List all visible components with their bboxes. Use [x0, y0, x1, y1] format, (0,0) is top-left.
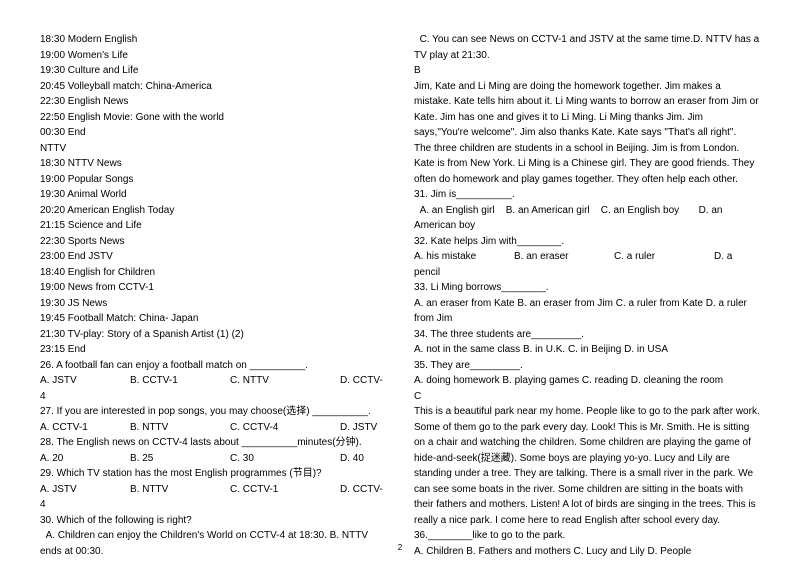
page-number: 2	[398, 543, 402, 552]
schedule-line: 18:30 Modern English	[40, 32, 386, 48]
schedule-line: 19:45 Football Match: China- Japan	[40, 311, 386, 327]
schedule-line: 22:50 English Movie: Gone with the world	[40, 110, 386, 126]
question-35-options: A. doing homework B. playing games C. re…	[414, 373, 760, 389]
schedule-line: 21:15 Science and Life	[40, 218, 386, 234]
question-36: 36.________like to go to the park.	[414, 528, 760, 544]
question-33-options: A. an eraser from Kate B. an eraser from…	[414, 296, 760, 327]
section-b: B	[414, 63, 760, 79]
schedule-line: 23:15 End	[40, 342, 386, 358]
schedule-line: 19:30 JS News	[40, 296, 386, 312]
question-28: 28. The English news on CCTV-4 lasts abo…	[40, 435, 386, 451]
question-34: 34. The three students are_________.	[414, 327, 760, 343]
schedule-line: 23:00 End JSTV	[40, 249, 386, 265]
question-26-options: A. JSTVB. CCTV-1C. NTTVD. CCTV-4	[40, 373, 386, 404]
question-33: 33. Li Ming borrows________.	[414, 280, 760, 296]
schedule-line: 19:30 Culture and Life	[40, 63, 386, 79]
question-34-options: A. not in the same class B. in U.K. C. i…	[414, 342, 760, 358]
schedule-line: 19:00 Women's Life	[40, 48, 386, 64]
left-column: 18:30 Modern English19:00 Women's Life19…	[40, 32, 386, 559]
schedule-line: 18:40 English for Children	[40, 265, 386, 281]
schedule-line: 20:20 American English Today	[40, 203, 386, 219]
question-30-detail: A. Children can enjoy the Children's Wor…	[40, 528, 386, 559]
schedule-line: 22:30 English News	[40, 94, 386, 110]
right-column: C. You can see News on CCTV-1 and JSTV a…	[414, 32, 760, 559]
schedule-line: 21:30 TV-play: Story of a Spanish Artist…	[40, 327, 386, 343]
question-35: 35. They are_________.	[414, 358, 760, 374]
question-30-cont: C. You can see News on CCTV-1 and JSTV a…	[414, 32, 760, 63]
question-31-options: A. an English girl B. an American girl C…	[414, 203, 760, 234]
passage-b-2: says,"You're welcome". Jim also thanks K…	[414, 125, 760, 141]
question-29-options: A. JSTVB. NTTVC. CCTV-1D. CCTV-4	[40, 482, 386, 513]
section-c: C	[414, 389, 760, 405]
schedule-line: 20:45 Volleyball match: China-America	[40, 79, 386, 95]
question-27: 27. If you are interested in pop songs, …	[40, 404, 386, 420]
question-30: 30. Which of the following is right?	[40, 513, 386, 529]
schedule-list: 18:30 Modern English19:00 Women's Life19…	[40, 32, 386, 358]
passage-c: This is a beautiful park near my home. P…	[414, 404, 760, 528]
question-27-options: A. CCTV-1B. NTTVC. CCTV-4D. JSTV	[40, 420, 386, 436]
question-32-options: A. his mistakeB. an eraserC. a rulerD. a…	[414, 249, 760, 280]
schedule-line: 22:30 Sports News	[40, 234, 386, 250]
passage-b-1: Jim, Kate and Li Ming are doing the home…	[414, 79, 760, 126]
schedule-line: 19:30 Animal World	[40, 187, 386, 203]
schedule-line: NTTV	[40, 141, 386, 157]
question-36-options: A. Children B. Fathers and mothers C. Lu…	[414, 544, 760, 560]
schedule-line: 18:30 NTTV News	[40, 156, 386, 172]
question-32: 32. Kate helps Jim with________.	[414, 234, 760, 250]
schedule-line: 00:30 End	[40, 125, 386, 141]
question-26: 26. A football fan can enjoy a football …	[40, 358, 386, 374]
question-31: 31. Jim is__________.	[414, 187, 760, 203]
schedule-line: 19:00 Popular Songs	[40, 172, 386, 188]
question-29: 29. Which TV station has the most Englis…	[40, 466, 386, 482]
schedule-line: 19:00 News from CCTV-1	[40, 280, 386, 296]
passage-b-3: The three children are students in a sch…	[414, 141, 760, 188]
question-28-options: A. 20B. 25C. 30D. 40	[40, 451, 386, 467]
